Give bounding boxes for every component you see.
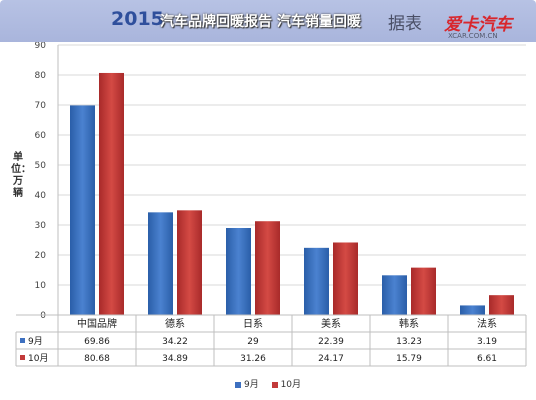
table-value: 15.79 [396,354,422,364]
title-band: 2015 据表 汽车品牌回暖报告 汽车销量回暖 爱卡汽车 XCAR.COM.CN [0,0,536,42]
x-tick-label: 韩系 [399,317,419,330]
table-legend-swatch [20,355,25,360]
table-value: 34.22 [162,337,188,347]
y-tick-label: 20 [35,251,47,261]
legend-swatch-sep [234,381,241,388]
title-tail: 据表 [388,14,422,34]
table-value: 69.86 [84,337,110,347]
y-tick-label: 0 [40,311,46,321]
table-value: 24.17 [318,354,344,364]
table-value: 13.23 [396,337,422,347]
bar-sep [382,275,407,315]
bar-oct [177,210,202,315]
y-tick-label: 70 [35,101,47,111]
title-overlay: 汽车品牌回暖报告 汽车销量回暖 [160,14,361,30]
bar-oct [255,221,280,315]
chart-legend: 9月 10月 [0,377,536,390]
y-axis-ticks: 0 10 20 30 40 50 60 70 80 90 [35,41,47,321]
x-tick-label: 日系 [243,318,263,330]
table-value: 34.89 [162,354,188,364]
bar-oct [99,72,124,316]
x-tick-label: 德系 [165,317,185,330]
y-tick-label: 90 [35,41,47,51]
bar-sep [304,247,329,315]
bar-sep [148,212,173,315]
gridlines [57,44,526,316]
legend-item-oct: 10月 [271,380,302,390]
bar-sep [70,105,95,315]
bars [70,72,514,316]
table-value: 3.19 [477,337,497,347]
data-table: 中国品牌 德系 日系 美系 韩系 法系 9月 69.86 34.22 29 22.39 13.23 3.… [15,314,527,367]
bar-sep [460,305,485,315]
xcar-logo: 爱卡汽车 [444,15,512,35]
y-tick-label: 10 [35,281,47,291]
y-tick-label: 50 [35,161,47,171]
table-value: 6.61 [477,354,497,364]
legend-item-sep: 9月 [234,380,259,390]
bar-sep [226,228,251,315]
x-tick-label: 美系 [321,317,341,330]
table-legend-swatch [20,338,25,343]
y-tick-label: 30 [35,221,47,231]
legend-label-oct: 10月 [280,380,302,390]
bar-oct [333,242,358,315]
y-axis-label: 单位：万辆 [11,152,31,199]
legend-swatch-oct [271,381,278,388]
table-value: 22.39 [318,337,344,347]
table-series-name: 10月 [28,353,48,364]
legend-label-sep: 9月 [243,380,259,390]
bar-oct [489,295,514,315]
y-tick-label: 40 [35,191,47,201]
y-tick-label: 80 [35,71,47,81]
y-tick-label: 60 [35,131,47,141]
table-value: 29 [247,337,259,347]
xcar-logo-url: XCAR.COM.CN [448,32,498,40]
x-tick-label: 中国品牌 [77,317,117,330]
table-value: 80.68 [84,354,110,364]
x-tick-label: 法系 [477,317,497,330]
table-series-name: 9月 [28,336,43,347]
bar-oct [411,267,436,315]
table-value: 31.26 [240,354,266,364]
title-year: 2015 [111,8,164,30]
